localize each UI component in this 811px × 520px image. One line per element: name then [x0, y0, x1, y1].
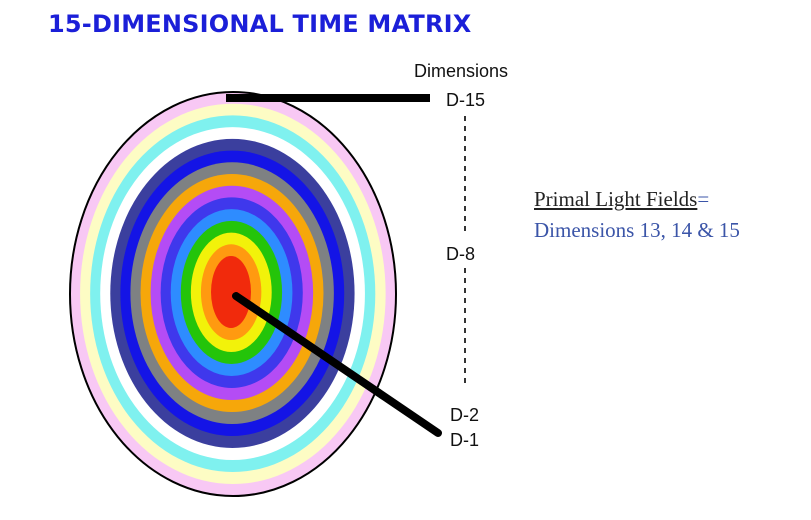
page-title: 15-DIMENSIONAL TIME MATRIX: [48, 10, 472, 38]
label-d1: D-1: [450, 430, 480, 450]
pointer-line-d1: [232, 292, 442, 437]
dimension-ring-1: [211, 256, 251, 328]
dimensions-header: Dimensions: [414, 61, 509, 81]
label-d8: D-8: [446, 244, 476, 264]
primal-light-fields-dimensions: Dimensions 13, 14 & 15: [534, 218, 740, 242]
dimension-rings: [69, 91, 397, 497]
primal-title-text: Primal Light Fields: [534, 187, 698, 211]
primal-equals: =: [697, 187, 710, 211]
primal-light-fields-heading: Primal Light Fields=: [534, 187, 709, 212]
label-d2: D-2: [450, 405, 480, 425]
label-d15: D-15: [446, 90, 486, 110]
